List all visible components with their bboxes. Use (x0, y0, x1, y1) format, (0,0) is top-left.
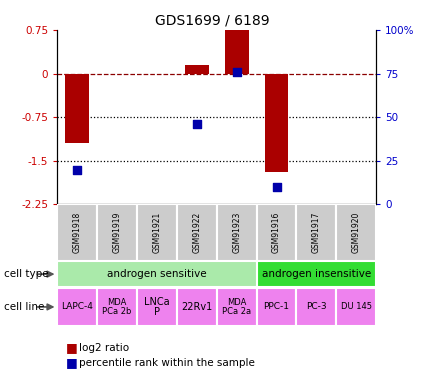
Bar (296, 288, 336, 326)
Bar (217, 204, 257, 261)
Bar (57, 204, 97, 261)
Bar (57, 288, 97, 326)
Text: cell type: cell type (4, 269, 49, 279)
Text: GSM91923: GSM91923 (232, 212, 241, 253)
Text: ■: ■ (66, 356, 78, 369)
Bar (264, 74, 289, 172)
Bar (257, 204, 296, 261)
Text: ■: ■ (66, 342, 78, 354)
Text: GSM91919: GSM91919 (113, 212, 122, 253)
Text: GSM91918: GSM91918 (73, 212, 82, 253)
Text: GSM91922: GSM91922 (193, 212, 201, 253)
Text: LNCa
P: LNCa P (144, 297, 170, 317)
Text: MDA
PCa 2b: MDA PCa 2b (102, 298, 132, 316)
Bar (217, 288, 257, 326)
Bar (65, 74, 89, 143)
Bar (137, 288, 177, 326)
Text: percentile rank within the sample: percentile rank within the sample (79, 358, 255, 368)
Text: MDA
PCa 2a: MDA PCa 2a (222, 298, 251, 316)
Text: log2 ratio: log2 ratio (79, 343, 129, 353)
Text: GSM91916: GSM91916 (272, 212, 281, 253)
Bar (185, 65, 209, 74)
Text: LAPC-4: LAPC-4 (61, 302, 93, 311)
Bar (177, 204, 217, 261)
Text: GSM91921: GSM91921 (153, 212, 162, 253)
Bar (97, 204, 137, 261)
Text: androgen insensitive: androgen insensitive (262, 269, 371, 279)
Text: DU 145: DU 145 (341, 302, 372, 311)
Bar (225, 30, 249, 74)
Text: GSM91917: GSM91917 (312, 212, 321, 253)
Bar (336, 204, 376, 261)
Text: PC-3: PC-3 (306, 302, 327, 311)
Text: PPC-1: PPC-1 (264, 302, 289, 311)
Text: cell line: cell line (4, 302, 45, 312)
Text: androgen sensitive: androgen sensitive (107, 269, 207, 279)
Bar (137, 204, 177, 261)
Text: GDS1699 / 6189: GDS1699 / 6189 (155, 13, 270, 27)
Bar (97, 288, 137, 326)
Bar (257, 288, 296, 326)
Text: 22Rv1: 22Rv1 (181, 302, 212, 312)
Point (74, 166, 81, 172)
Text: GSM91920: GSM91920 (352, 212, 361, 253)
Bar (177, 288, 217, 326)
Bar (296, 204, 336, 261)
Point (193, 121, 200, 127)
Bar (257, 261, 376, 287)
Point (273, 184, 280, 190)
Bar (57, 261, 257, 287)
Point (233, 69, 240, 75)
Bar (336, 288, 376, 326)
